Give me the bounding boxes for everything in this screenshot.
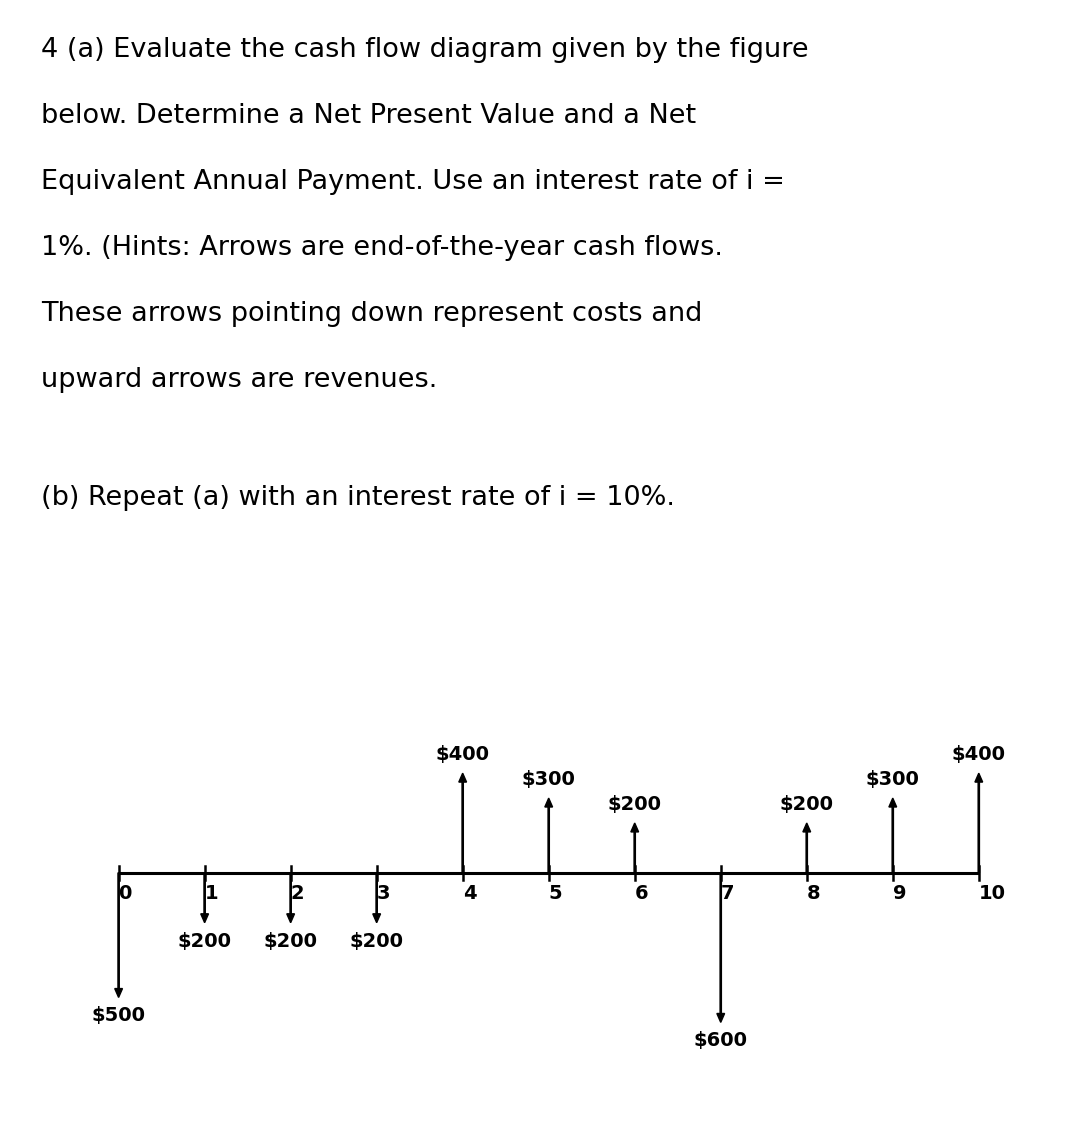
FancyArrow shape: [114, 873, 122, 997]
Text: 7: 7: [720, 883, 734, 903]
FancyArrow shape: [201, 873, 208, 923]
Text: $200: $200: [177, 931, 231, 950]
FancyArrow shape: [373, 873, 380, 923]
Text: $200: $200: [350, 931, 404, 950]
Text: 4 (a) Evaluate the cash flow diagram given by the figure: 4 (a) Evaluate the cash flow diagram giv…: [41, 37, 809, 63]
Text: (b) Repeat (a) with an interest rate of i = 10%.: (b) Repeat (a) with an interest rate of …: [41, 485, 675, 511]
FancyArrow shape: [889, 798, 896, 873]
Text: below. Determine a Net Present Value and a Net: below. Determine a Net Present Value and…: [41, 103, 697, 129]
FancyArrow shape: [544, 798, 553, 873]
Text: 10: 10: [978, 883, 1005, 903]
Text: 5: 5: [549, 883, 563, 903]
FancyArrow shape: [717, 873, 725, 1022]
Text: 4: 4: [462, 883, 476, 903]
Text: 3: 3: [377, 883, 390, 903]
FancyArrow shape: [631, 823, 638, 873]
Text: $400: $400: [435, 745, 489, 764]
Text: $300: $300: [866, 770, 920, 790]
Text: $400: $400: [951, 745, 1005, 764]
Text: $600: $600: [693, 1031, 747, 1050]
FancyArrow shape: [802, 823, 811, 873]
FancyArrow shape: [975, 774, 983, 873]
Text: 6: 6: [635, 883, 648, 903]
Text: 0: 0: [119, 883, 132, 903]
Text: 2: 2: [291, 883, 305, 903]
Text: $300: $300: [522, 770, 576, 790]
Text: These arrows pointing down represent costs and: These arrows pointing down represent cos…: [41, 301, 702, 327]
Text: $200: $200: [780, 795, 834, 815]
Text: upward arrows are revenues.: upward arrows are revenues.: [41, 367, 437, 394]
Text: 9: 9: [893, 883, 906, 903]
Text: $500: $500: [92, 1006, 146, 1026]
FancyArrow shape: [459, 774, 467, 873]
Text: $200: $200: [264, 931, 318, 950]
Text: Equivalent Annual Payment. Use an interest rate of i =: Equivalent Annual Payment. Use an intere…: [41, 169, 785, 195]
Text: 8: 8: [807, 883, 821, 903]
Text: 1: 1: [204, 883, 218, 903]
Text: 1%. (Hints: Arrows are end-of-the-year cash flows.: 1%. (Hints: Arrows are end-of-the-year c…: [41, 235, 723, 261]
FancyArrow shape: [287, 873, 295, 923]
Text: $200: $200: [608, 795, 662, 815]
